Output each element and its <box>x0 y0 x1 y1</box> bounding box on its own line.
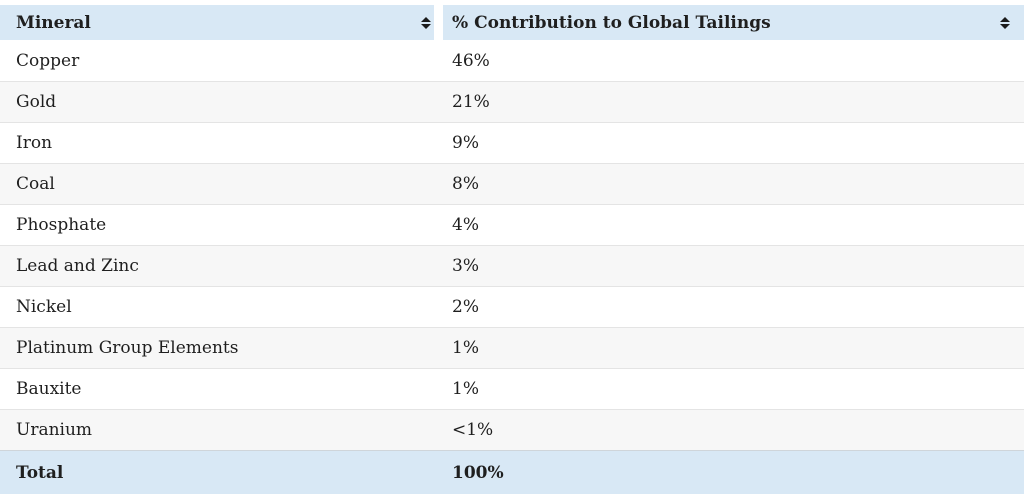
total-value-cell: 100% <box>443 450 1024 494</box>
sort-up-triangle <box>421 16 431 22</box>
table-row: Copper 46% <box>0 40 1024 81</box>
column-header-contribution-label: % Contribution to Global Tailings <box>452 12 771 33</box>
sort-icon[interactable] <box>1000 16 1010 29</box>
sort-down-triangle <box>421 23 431 29</box>
table-row: Lead and Zinc 3% <box>0 245 1024 286</box>
contribution-cell: 1% <box>443 327 1024 368</box>
table-row: Gold 21% <box>0 81 1024 122</box>
minerals-tailings-table: Mineral % Contribution to Global Tailing… <box>0 5 1024 494</box>
total-row: Total 100% <box>0 450 1024 494</box>
contribution-cell: 4% <box>443 204 1024 245</box>
mineral-cell: Lead and Zinc <box>0 245 443 286</box>
column-header-mineral[interactable]: Mineral <box>0 5 443 40</box>
total-label-cell: Total <box>0 450 443 494</box>
table-row: Nickel 2% <box>0 286 1024 327</box>
mineral-cell: Gold <box>0 81 443 122</box>
table-body: Copper 46% Gold 21% Iron 9% Coal 8% Phosphate 4% L… <box>0 40 1024 450</box>
mineral-cell: Platinum Group Elements <box>0 327 443 368</box>
contribution-cell: 3% <box>443 245 1024 286</box>
mineral-cell: Nickel <box>0 286 443 327</box>
sort-icon[interactable] <box>421 16 431 29</box>
contribution-cell: <1% <box>443 409 1024 450</box>
contribution-cell: 2% <box>443 286 1024 327</box>
sort-up-triangle <box>1000 16 1010 22</box>
mineral-cell: Iron <box>0 122 443 163</box>
sort-down-triangle <box>1000 23 1010 29</box>
contribution-cell: 21% <box>443 81 1024 122</box>
mineral-cell: Coal <box>0 163 443 204</box>
column-header-mineral-label: Mineral <box>16 12 91 33</box>
contribution-cell: 46% <box>443 40 1024 81</box>
mineral-cell: Copper <box>0 40 443 81</box>
mineral-cell: Bauxite <box>0 368 443 409</box>
contribution-cell: 9% <box>443 122 1024 163</box>
table-row: Iron 9% <box>0 122 1024 163</box>
table-row: Uranium <1% <box>0 409 1024 450</box>
mineral-cell: Uranium <box>0 409 443 450</box>
table-row: Coal 8% <box>0 163 1024 204</box>
mineral-cell: Phosphate <box>0 204 443 245</box>
contribution-cell: 8% <box>443 163 1024 204</box>
table-row: Bauxite 1% <box>0 368 1024 409</box>
column-header-contribution[interactable]: % Contribution to Global Tailings <box>443 5 1024 40</box>
table-row: Phosphate 4% <box>0 204 1024 245</box>
table-row: Platinum Group Elements 1% <box>0 327 1024 368</box>
header-row: Mineral % Contribution to Global Tailing… <box>0 5 1024 40</box>
contribution-cell: 1% <box>443 368 1024 409</box>
